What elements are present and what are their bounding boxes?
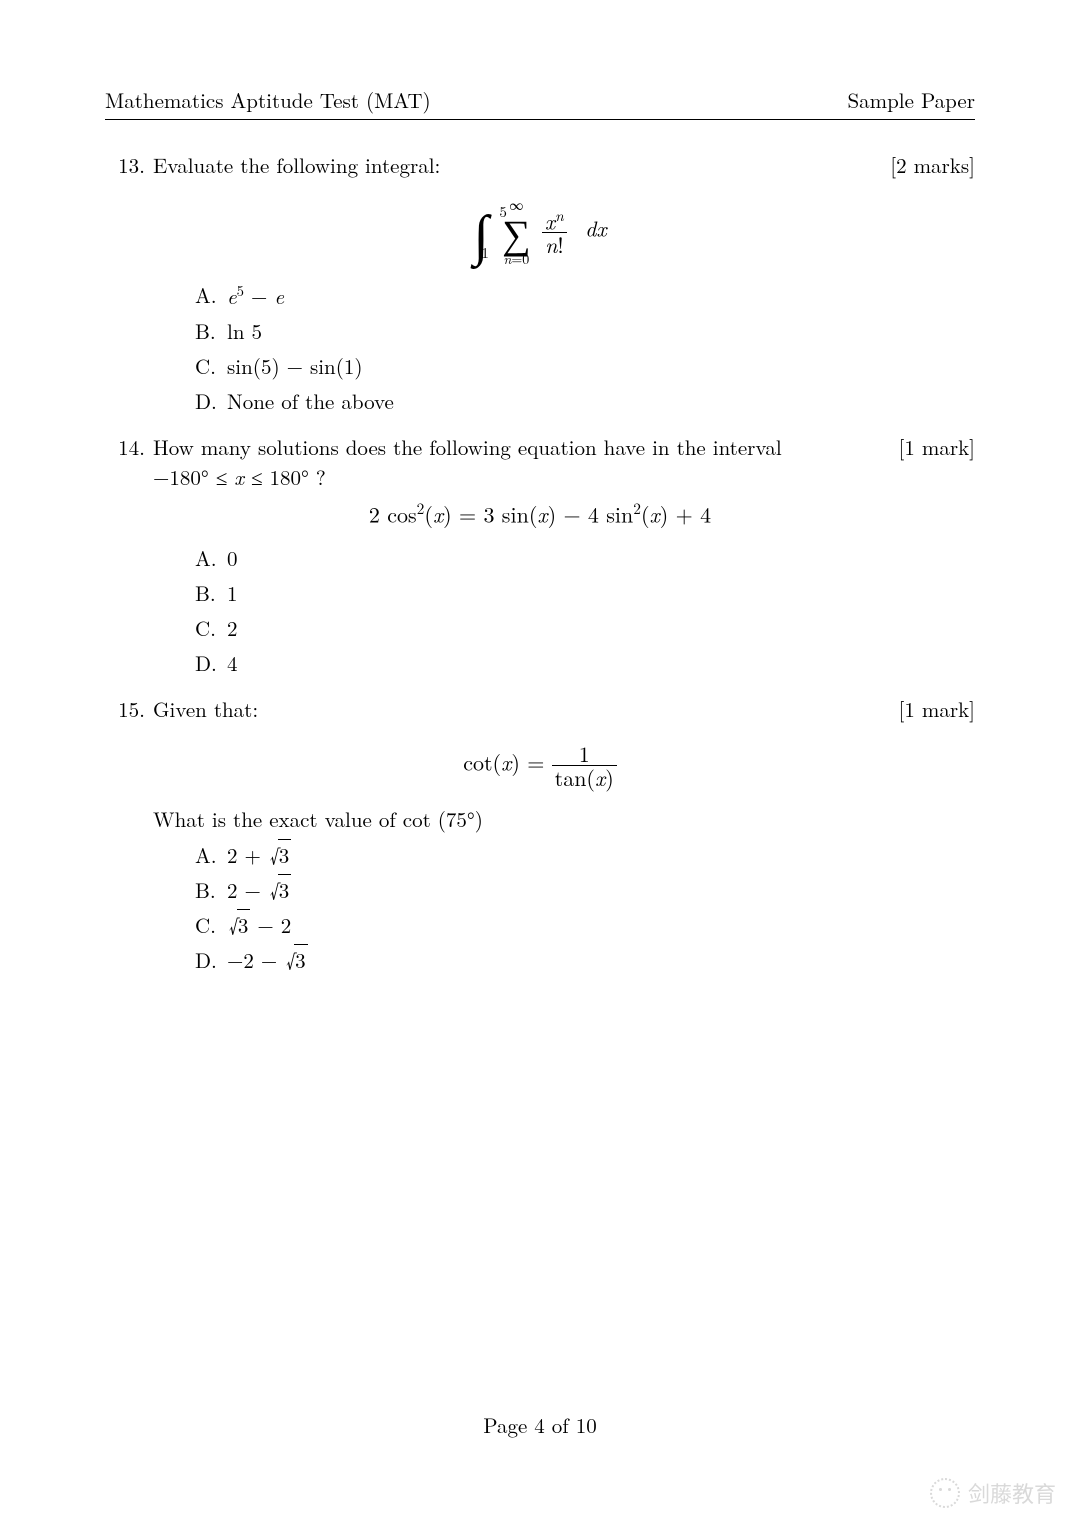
choice-label: D. [195, 386, 227, 416]
question-marks: [2 marks] [880, 150, 975, 180]
choice-label: D. [195, 648, 227, 678]
choices-13: A.e5 − e B.ln 5 C.sin(5) − sin(1) D.None… [195, 280, 975, 416]
question-marks: [1 mark] [889, 432, 975, 462]
choice-text: −2 − √3 [227, 945, 308, 975]
question-number: 13. [105, 150, 153, 180]
question-text: Evaluate the following integral: [153, 150, 880, 180]
question-number: 14. [105, 432, 153, 462]
choice-text: None of the above [227, 386, 394, 416]
equation-15: cot(x) = 1tan(x) [105, 742, 975, 789]
choice: D.4 [195, 648, 975, 678]
choice: B.1 [195, 578, 975, 608]
choice-text: 4 [227, 648, 238, 678]
choice: A.0 [195, 543, 975, 573]
choice: C.sin(5) − sin(1) [195, 351, 975, 381]
choice-label: C. [195, 613, 227, 643]
choice-text: 2 − √3 [227, 875, 291, 905]
choice: D.None of the above [195, 386, 975, 416]
choice: C.2 [195, 613, 975, 643]
choice-label: D. [195, 945, 227, 975]
choice: B.ln 5 [195, 316, 975, 346]
choice-text: 1 [227, 578, 238, 608]
page: Mathematics Aptitude Test (MAT) Sample P… [0, 0, 1080, 1527]
question-13: 13. Evaluate the following integral: [2 … [105, 150, 975, 180]
choice-label: A. [195, 280, 227, 311]
question-text-line2: −180° ≤ x ≤ 180° ? [153, 462, 326, 492]
page-header: Mathematics Aptitude Test (MAT) Sample P… [105, 85, 975, 120]
choice-text: 2 + √3 [227, 840, 291, 870]
choice-label: A. [195, 840, 227, 870]
choice-label: B. [195, 578, 227, 608]
choice-label: C. [195, 910, 227, 940]
choice: C.√3 − 2 [195, 910, 975, 940]
equation-13: ∫51 ∞∑n=0 xnn! dx [105, 198, 975, 266]
choice-text: 2 [227, 613, 238, 643]
choice: A.2 + √3 [195, 840, 975, 870]
question-marks: [1 mark] [889, 694, 975, 724]
choice-label: C. [195, 351, 227, 381]
header-left: Mathematics Aptitude Test (MAT) [105, 85, 431, 115]
choice-text: √3 − 2 [227, 910, 291, 940]
header-right: Sample Paper [847, 85, 975, 115]
choice-text: ln 5 [227, 316, 262, 346]
watermark-text: 剑藤教育 [968, 1477, 1056, 1509]
choice-label: B. [195, 875, 227, 905]
choices-14: A.0 B.1 C.2 D.4 [195, 543, 975, 678]
question-14: 14. How many solutions does the followin… [105, 432, 975, 492]
question-text: Given that: [153, 694, 889, 724]
choice-text: 0 [227, 543, 238, 573]
choice: B.2 − √3 [195, 875, 975, 905]
choices-15: A.2 + √3 B.2 − √3 C.√3 − 2 D.−2 − √3 [195, 840, 975, 975]
question-text: How many solutions does the following eq… [153, 432, 782, 462]
choice: A.e5 − e [195, 280, 975, 311]
choice: D.−2 − √3 [195, 945, 975, 975]
choice-text: e5 − e [227, 280, 284, 311]
watermark: 剑藤教育 [930, 1477, 1056, 1509]
question-15-followup: What is the exact value of cot (75°) [153, 804, 975, 834]
choice-label: A. [195, 543, 227, 573]
choice-label: B. [195, 316, 227, 346]
question-15: 15. Given that: [1 mark] [105, 694, 975, 724]
question-number: 15. [105, 694, 153, 724]
watermark-icon [930, 1478, 960, 1508]
equation-14: 2 cos2(x) = 3 sin(x) − 4 sin2(x) + 4 [105, 498, 975, 529]
page-footer: Page 4 of 10 [0, 1410, 1080, 1440]
choice-text: sin(5) − sin(1) [227, 351, 363, 381]
